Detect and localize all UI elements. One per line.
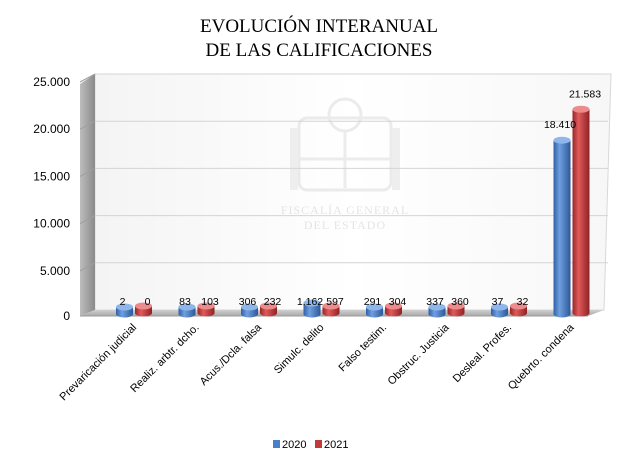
category-label: Desleal. Profes. (451, 322, 514, 385)
y-tick-label: 25.000 (33, 75, 70, 89)
category-label: Simulc. delito (272, 322, 327, 377)
legend: 2020 2021 (273, 439, 348, 451)
data-label-2021: 597 (326, 296, 344, 308)
data-label-2021: 360 (451, 296, 469, 308)
data-label-2020: 18.410 (544, 119, 576, 131)
bar-top-2021 (135, 302, 152, 310)
bar-top-2020 (366, 303, 383, 311)
side-wall (80, 74, 95, 316)
data-label-2020: 37 (492, 296, 504, 308)
data-label-2021: 232 (264, 296, 282, 308)
gridlines (79, 73, 608, 272)
category-label: Falso testim. (337, 322, 390, 375)
y-tick-label: 0 (63, 309, 70, 323)
category-label: Obstruc. Justicia (386, 321, 453, 388)
side-gridline (79, 167, 96, 177)
data-label-2020: 337 (426, 296, 444, 308)
category-label: Acus./Dcla. falsa (198, 321, 265, 388)
back-wall (94, 73, 612, 311)
bar-top-2021 (572, 105, 590, 113)
bar-top-2020 (178, 303, 196, 311)
bar-top-2021 (385, 302, 402, 310)
bar-top-2021 (447, 302, 465, 310)
bar-top-2021 (197, 302, 215, 310)
bar-2021 (572, 109, 590, 317)
bar-top-2020 (428, 303, 446, 311)
data-label-2021: 0 (145, 296, 151, 308)
legend-swatch-2021 (315, 440, 322, 448)
watermark-line-1: FISCALÍA GENERAL (281, 203, 409, 217)
bar-2020 (553, 140, 571, 318)
legend-label-2020: 2020 (282, 439, 306, 451)
data-label-2021: 103 (201, 296, 219, 308)
bar-top-2020 (303, 299, 321, 307)
data-label-2020: 1.162 (297, 296, 323, 308)
data-label-2020: 2 (120, 296, 126, 308)
bar-top-2021 (510, 302, 527, 310)
data-labels: 2 0 83 103 306 232 1.162 597 291 304 337 360 37 32 18.… (120, 88, 602, 308)
side-gridline (79, 215, 96, 225)
bar-top-2020 (553, 136, 571, 144)
data-label-2021: 21.583 (569, 88, 601, 100)
side-gridline (79, 120, 96, 130)
y-tick-label: 5.000 (40, 264, 70, 278)
bars (116, 105, 590, 318)
watermark-line-2: DEL ESTADO (304, 218, 386, 232)
legend-label-2021: 2021 (324, 439, 348, 451)
category-label: Quebrto. condena (506, 321, 577, 392)
side-gridline (79, 73, 96, 83)
data-label-2020: 83 (179, 296, 191, 308)
bar-top-2020 (491, 303, 508, 311)
category-label: Prevaricación judicial (58, 322, 140, 404)
side-gridline (79, 262, 96, 272)
bar-top-2020 (241, 303, 258, 311)
y-tick-label: 10.000 (33, 217, 70, 231)
chart-title-line-1: EVOLUCIÓN INTERANUAL (200, 15, 438, 37)
y-axis-ticks: 0 5.000 10.000 15.000 20.000 25.000 (33, 75, 70, 323)
y-tick-label: 20.000 (33, 122, 70, 136)
bar-top-2021 (260, 302, 277, 310)
bar-2020 (303, 303, 321, 318)
chart-title-line-2: DE LAS CALIFICACIONES (206, 40, 433, 61)
y-tick-label: 15.000 (33, 169, 70, 183)
bar-top-2021 (322, 302, 340, 310)
legend-swatch-2020 (273, 440, 280, 448)
data-label-2021: 304 (389, 296, 407, 308)
data-label-2020: 291 (364, 296, 382, 308)
fiscalia-watermark: FISCALÍA GENERAL DEL ESTADO (281, 97, 409, 232)
bar-top-2020 (116, 303, 133, 311)
data-label-2021: 32 (517, 296, 529, 308)
data-label-2020: 306 (239, 296, 257, 308)
category-label: Realiz. arbtr. dcho. (128, 322, 201, 395)
